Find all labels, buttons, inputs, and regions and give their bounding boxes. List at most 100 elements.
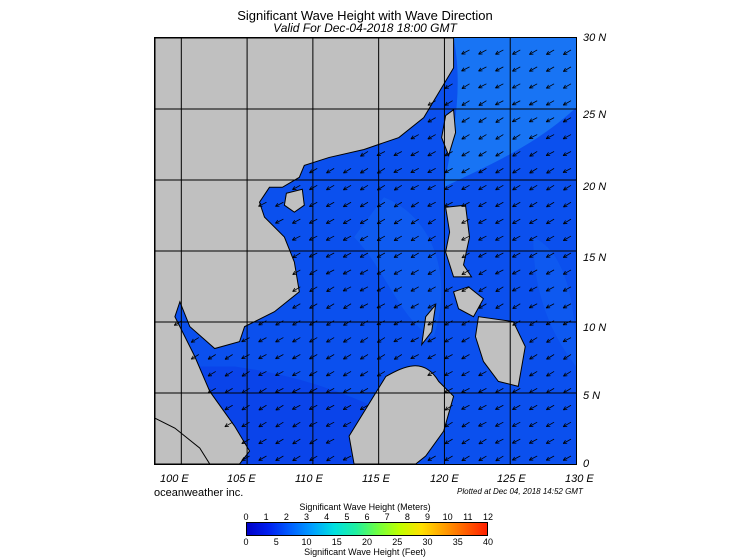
wave-direction-arrow	[562, 455, 572, 461]
wave-direction-arrow	[325, 404, 335, 410]
wave-direction-arrow	[207, 371, 216, 377]
wave-direction-arrow	[325, 252, 335, 258]
wave-direction-arrow	[495, 168, 504, 174]
wave-direction-arrow	[224, 404, 233, 411]
wave-direction-arrow	[478, 269, 487, 276]
wave-direction-arrow	[461, 354, 470, 360]
wave-direction-arrow	[545, 151, 555, 156]
wave-direction-arrow	[393, 354, 403, 360]
wave-direction-arrow	[461, 387, 470, 393]
wave-direction-arrow	[342, 455, 352, 461]
wave-direction-arrow	[241, 404, 250, 411]
wave-direction-arrow	[377, 168, 386, 174]
ocean-mid-central	[354, 197, 442, 337]
wave-direction-arrow	[461, 337, 470, 343]
wave-direction-arrow	[444, 303, 453, 309]
wave-direction-arrow	[427, 201, 436, 207]
wave-direction-arrow	[376, 354, 386, 360]
wave-direction-arrow	[478, 438, 487, 445]
wave-direction-arrow	[478, 387, 487, 394]
wave-direction-arrow	[427, 303, 436, 309]
wave-direction-arrow	[546, 337, 555, 343]
wave-direction-arrow	[309, 337, 318, 343]
wave-direction-arrow	[359, 201, 369, 208]
wave-direction-arrow	[326, 320, 335, 326]
wave-direction-arrow	[393, 168, 403, 173]
land-asia-mainland	[155, 38, 455, 464]
wave-direction-arrow	[529, 388, 538, 394]
feet-tick-label: 25	[392, 537, 403, 547]
wave-direction-arrow	[512, 100, 521, 106]
wave-direction-arrow	[562, 404, 572, 411]
wave-direction-arrow	[427, 337, 436, 343]
wave-direction-arrow	[546, 404, 555, 411]
wave-direction-arrow	[495, 387, 504, 394]
feet-tick-label: 35	[452, 537, 463, 547]
wave-direction-arrow	[562, 83, 572, 89]
wave-direction-arrow	[343, 337, 352, 343]
meters-tick-label: 10	[442, 512, 453, 522]
wave-direction-arrow	[410, 320, 419, 326]
wave-direction-arrow	[359, 218, 369, 225]
wave-direction-arrow	[342, 235, 352, 241]
wave-direction-arrow	[376, 184, 386, 191]
wave-direction-arrow	[360, 320, 369, 326]
wave-direction-arrow	[427, 184, 436, 190]
wave-direction-arrow	[359, 269, 369, 275]
wave-direction-arrow	[309, 218, 318, 224]
wave-direction-arrow	[563, 371, 572, 377]
wave-direction-arrow	[393, 269, 403, 275]
wave-direction-arrow	[444, 320, 453, 326]
wave-direction-arrow	[546, 49, 555, 55]
wave-direction-arrow	[427, 235, 436, 242]
wave-direction-arrow	[359, 286, 369, 292]
wave-direction-arrow	[325, 218, 335, 224]
feet-tick-label: 5	[273, 537, 279, 547]
meters-tick-label: 12	[482, 512, 494, 522]
wave-direction-arrow	[309, 438, 318, 445]
wave-direction-arrow	[478, 184, 487, 191]
wave-direction-arrow	[292, 387, 301, 393]
wave-direction-arrow	[545, 100, 555, 106]
wave-direction-arrow	[224, 371, 233, 377]
wave-direction-arrow	[258, 201, 267, 207]
lat-label-20n: 20 N	[583, 181, 607, 193]
wave-direction-arrow	[258, 371, 267, 376]
wave-direction-arrow	[326, 168, 335, 174]
wave-direction-arrow	[309, 387, 318, 394]
wave-direction-arrow	[563, 184, 572, 191]
wave-direction-arrow	[190, 337, 200, 343]
wave-direction-arrow	[529, 354, 538, 360]
wave-direction-arrow	[444, 421, 453, 428]
wave-direction-arrow	[275, 371, 284, 377]
wave-direction-arrow	[342, 218, 352, 224]
wave-direction-arrow	[359, 404, 369, 411]
wave-direction-arrow	[427, 151, 436, 157]
wave-direction-arrow	[258, 320, 267, 326]
wave-direction-arrow	[529, 421, 538, 427]
wave-direction-arrow	[325, 438, 335, 444]
wave-direction-arrow	[563, 49, 572, 55]
wave-direction-arrow	[292, 320, 301, 326]
wave-direction-arrow	[546, 235, 555, 241]
wave-direction-arrow	[563, 201, 572, 208]
wave-direction-arrow	[511, 117, 521, 123]
wave-direction-arrow	[495, 303, 504, 309]
wave-direction-arrow	[478, 218, 487, 224]
plotted-timestamp: Plotted at Dec 04, 2018 14:52 GMT	[457, 487, 583, 496]
wave-direction-arrow	[478, 421, 487, 427]
wave-direction-arrow	[528, 117, 538, 123]
wave-direction-arrow	[461, 252, 470, 259]
wave-direction-arrow	[258, 421, 267, 428]
wave-direction-arrow	[511, 286, 521, 292]
wave-direction-arrow	[512, 303, 521, 309]
wave-direction-arrow	[512, 388, 521, 394]
wave-direction-arrow	[495, 269, 504, 275]
wave-direction-arrow	[427, 320, 436, 326]
wave-direction-arrow	[444, 337, 453, 343]
wave-direction-arrow	[529, 404, 538, 411]
wave-direction-arrow	[427, 269, 436, 275]
wave-direction-arrow	[292, 303, 301, 309]
wave-direction-arrow	[461, 218, 470, 224]
feet-tick-label: 15	[331, 537, 342, 547]
